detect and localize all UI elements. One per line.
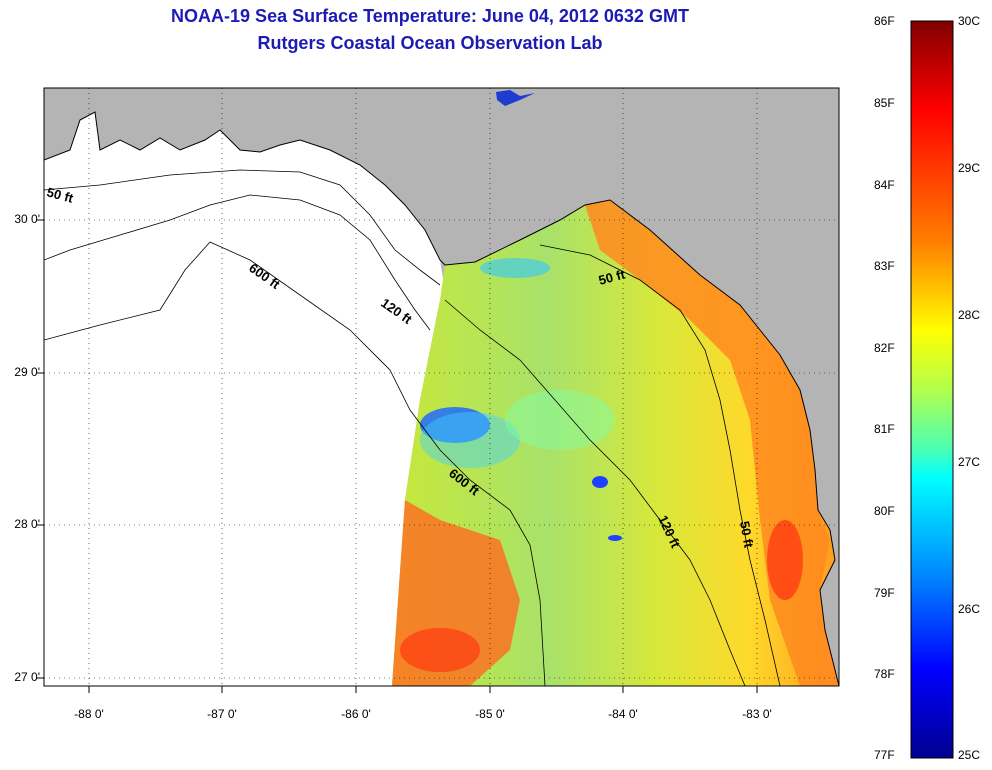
colorbar-f-label: 86F	[874, 14, 895, 28]
x-tick-label: -85 0'	[475, 707, 505, 721]
y-tick-label: 27 0'	[14, 670, 40, 684]
gulf-water-nodata	[44, 112, 445, 686]
contour-label: 50 ft	[45, 184, 75, 206]
x-tick-label: -87 0'	[207, 707, 237, 721]
colorbar-c-label: 28C	[958, 308, 981, 322]
hot-spot	[767, 520, 803, 600]
colorbar-c-label: 29C	[958, 161, 981, 175]
map-subtitle: Rutgers Coastal Ocean Observation Lab	[257, 33, 603, 53]
contour-50ft-east	[539, 244, 781, 686]
colorbar	[910, 20, 954, 759]
colorbar-f-label: 80F	[874, 504, 895, 518]
y-tick-label: 30 0'	[14, 212, 40, 226]
lake	[496, 90, 535, 106]
contour-label: 50 ft	[597, 266, 627, 288]
colorbar-f-label: 83F	[874, 259, 895, 273]
cool-patch	[505, 390, 615, 450]
colorbar-f-label: 79F	[874, 586, 895, 600]
x-tick-label: -88 0'	[74, 707, 104, 721]
contour-label: 50 ft	[737, 520, 757, 550]
contour-120ft-west	[44, 194, 431, 331]
x-tick-label: -83 0'	[742, 707, 772, 721]
cool-patch	[420, 407, 490, 443]
x-tick-label: -86 0'	[341, 707, 371, 721]
map-title: NOAA-19 Sea Surface Temperature: June 04…	[171, 6, 689, 26]
colorbar-f-label: 81F	[874, 422, 895, 436]
axis-ticks	[37, 219, 758, 693]
contour-120ft-east	[444, 299, 746, 686]
colorbar-c-label: 27C	[958, 455, 981, 469]
coastline	[44, 111, 839, 686]
colorbar-f-label: 82F	[874, 341, 895, 355]
colorbar-f-label: 84F	[874, 178, 895, 192]
cool-patch	[608, 535, 622, 541]
contour-600ft	[44, 241, 546, 686]
y-tick-label: 28 0'	[14, 517, 40, 531]
x-tick-label: -84 0'	[608, 707, 638, 721]
contour-50ft-west	[44, 169, 441, 286]
colorbar-c-label: 30C	[958, 14, 981, 28]
cool-patch	[420, 412, 520, 468]
colorbar-c-label: 25C	[958, 748, 981, 762]
colorbar-c-label: 26C	[958, 602, 981, 616]
hot-spot	[400, 628, 480, 672]
cool-patch	[592, 476, 608, 488]
plot-frame	[43, 87, 840, 687]
cool-patch	[480, 258, 550, 278]
colorbar-f-label: 78F	[874, 667, 895, 681]
colorbar-f-label: 85F	[874, 96, 895, 110]
colorbar-f-label: 77F	[874, 748, 895, 762]
y-tick-label: 29 0'	[14, 365, 40, 379]
